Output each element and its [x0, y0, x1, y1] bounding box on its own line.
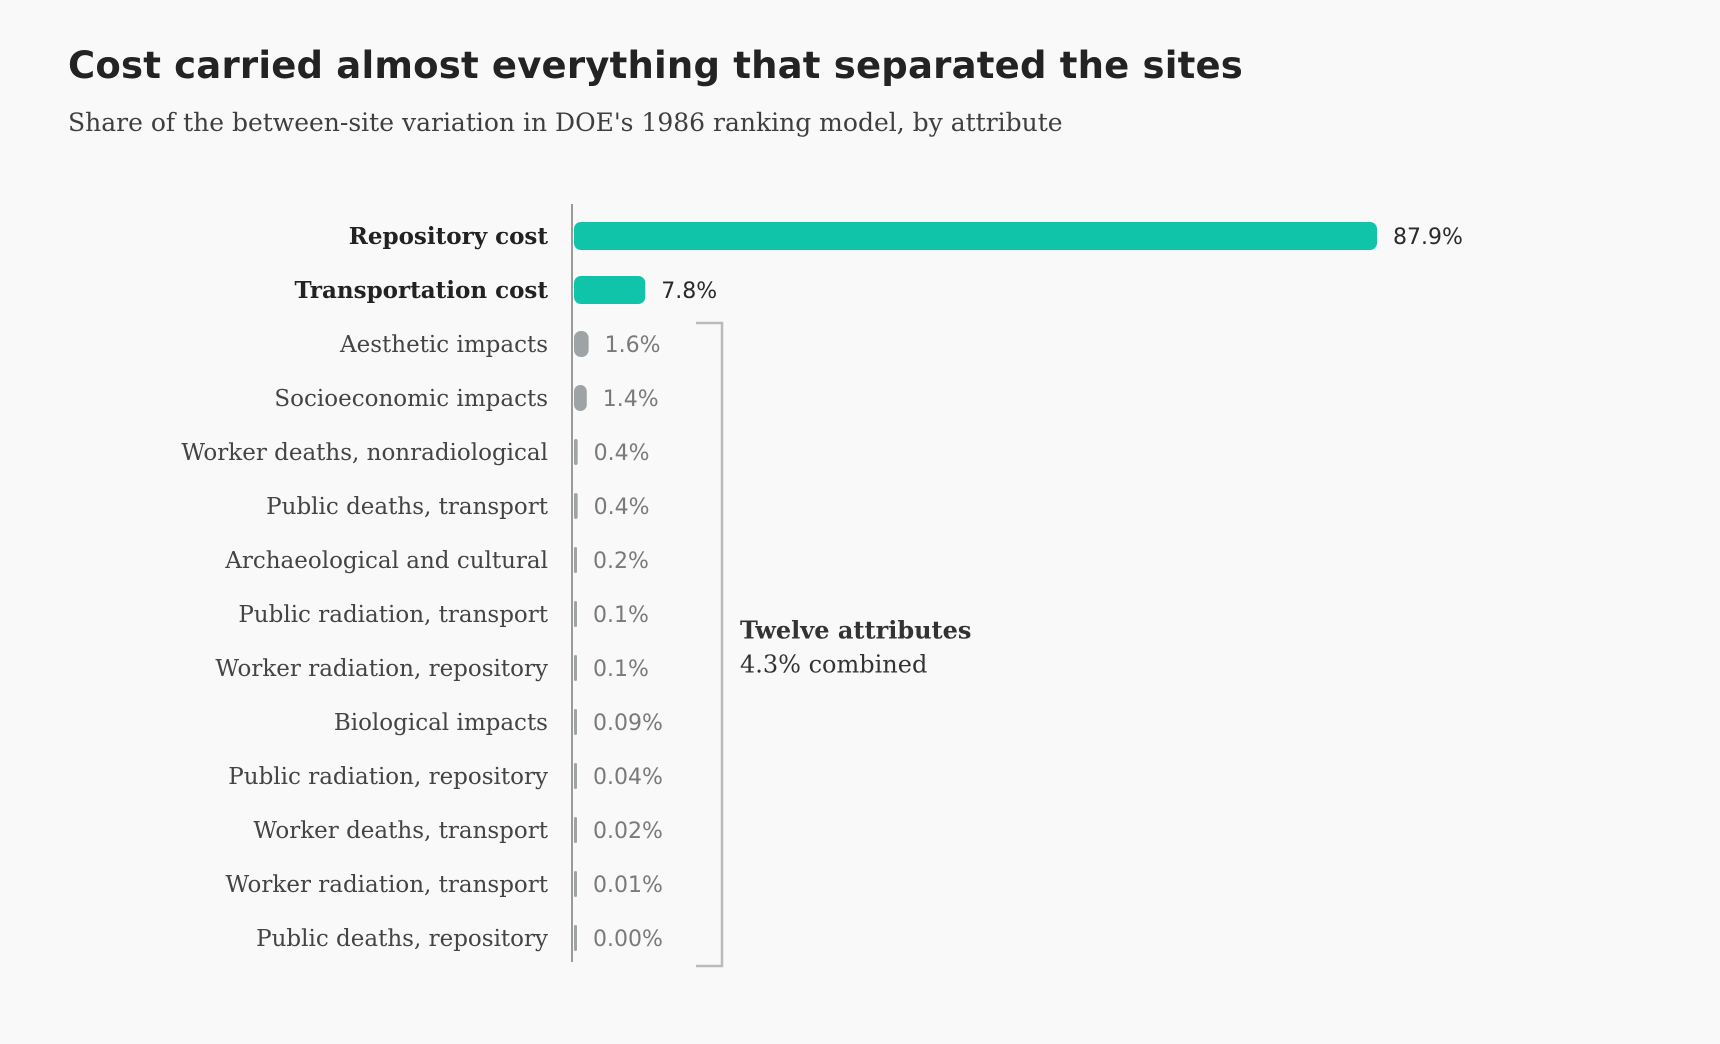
value-label: 0.02%: [593, 819, 663, 844]
category-label: Public radiation, repository: [228, 764, 548, 790]
bar: [574, 817, 577, 843]
category-label: Socioeconomic impacts: [274, 386, 548, 412]
value-label: 0.1%: [593, 657, 649, 682]
category-label: Public deaths, transport: [266, 494, 549, 520]
bar: [574, 493, 578, 519]
category-label: Worker deaths, transport: [253, 818, 548, 844]
bar: [574, 222, 1377, 250]
bar: [574, 709, 577, 735]
bar: [574, 601, 577, 627]
bar: [574, 925, 577, 951]
annotation-title: Twelve attributes: [740, 616, 971, 645]
value-label: 0.4%: [594, 441, 650, 466]
bar: [574, 331, 589, 357]
category-label: Repository cost: [349, 223, 549, 250]
category-label: Worker deaths, nonradiological: [181, 440, 548, 466]
chart-subtitle: Share of the between-site variation in D…: [68, 108, 1063, 137]
bar: [574, 385, 587, 411]
bar: [574, 276, 646, 304]
category-label: Archaeological and cultural: [224, 548, 548, 574]
value-label: 0.2%: [593, 549, 649, 574]
category-label: Aesthetic impacts: [339, 332, 548, 358]
chart-title: Cost carried almost everything that sepa…: [68, 44, 1244, 87]
value-label: 0.04%: [593, 765, 663, 790]
value-label: 0.01%: [593, 873, 663, 898]
value-label: 1.4%: [603, 387, 659, 412]
value-label: 7.8%: [661, 279, 717, 304]
value-label: 0.09%: [593, 711, 663, 736]
category-label: Worker radiation, transport: [225, 872, 548, 898]
bar: [574, 763, 577, 789]
category-label: Biological impacts: [334, 710, 548, 736]
category-label: Public deaths, repository: [256, 926, 548, 952]
category-label: Worker radiation, repository: [215, 656, 548, 682]
bar: [574, 439, 578, 465]
value-label: 87.9%: [1393, 225, 1463, 250]
annotation-total: 4.3% combined: [740, 651, 927, 679]
bar: [574, 655, 577, 681]
value-label: 0.4%: [594, 495, 650, 520]
bar: [574, 871, 577, 897]
value-label: 0.00%: [593, 927, 663, 952]
category-label: Transportation cost: [294, 277, 548, 304]
value-label: 0.1%: [593, 603, 649, 628]
bar: [574, 547, 577, 573]
value-label: 1.6%: [605, 333, 661, 358]
group-bracket: [696, 321, 724, 968]
category-label: Public radiation, transport: [238, 602, 548, 628]
